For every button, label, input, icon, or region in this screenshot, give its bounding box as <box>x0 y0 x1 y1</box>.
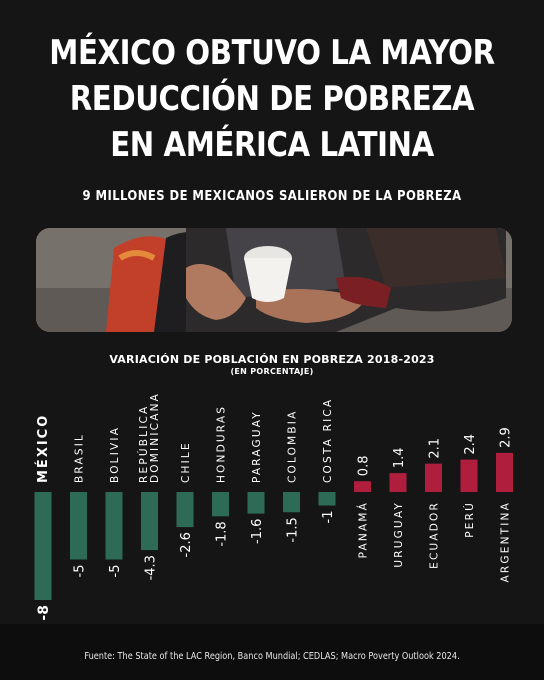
bar-colombia <box>283 492 300 513</box>
category-label: REPÚBLICADOMINICANA <box>137 392 161 483</box>
category-label-line: REPÚBLICA <box>137 405 150 483</box>
category-label: PARAGUAY <box>251 410 263 483</box>
category-label: ECUADOR <box>429 501 441 569</box>
category-label-line: ARGENTINA <box>500 501 512 582</box>
category-label-line: CHILE <box>180 441 192 483</box>
category-label-line: COSTA RICA <box>322 398 334 483</box>
value-label: -4.3 <box>144 555 159 580</box>
value-label: 2.1 <box>428 438 443 459</box>
value-label: -5 <box>108 565 123 578</box>
source-note: Fuente: The State of the LAC Region, Ban… <box>84 651 460 662</box>
bar-uruguay <box>389 473 407 492</box>
value-label: 1.4 <box>392 447 407 468</box>
category-label-line: BRASIL <box>74 433 86 483</box>
value-label: -1.5 <box>286 517 301 542</box>
category-label-line: PERÚ <box>463 501 476 538</box>
category-label-line: ECUADOR <box>429 501 441 569</box>
category-label: COSTA RICA <box>322 398 334 483</box>
hero-photo <box>36 228 512 332</box>
headline-line-1: MÉXICO OBTUVO LA MAYOR <box>49 33 495 73</box>
category-label: PERÚ <box>463 501 476 538</box>
category-label-line: DOMINICANA <box>149 392 161 483</box>
bar-costa-rica <box>318 492 336 506</box>
bar-chart: -8 MÉXICO -5 BRASIL -5 BOLIVIA -4.3 REPÚBLICADO… <box>34 392 514 621</box>
chart-subtitle: (EN PORCENTAJE) <box>230 367 314 376</box>
headline-line-3: EN AMÉRICA LATINA <box>110 125 434 165</box>
category-label: PANAMÁ <box>357 501 370 558</box>
bar-ecuador <box>425 463 442 492</box>
bar-brasil <box>70 492 87 560</box>
bar-honduras <box>212 492 229 517</box>
value-label: 2.4 <box>463 434 478 455</box>
bar-chile <box>176 492 194 528</box>
category-label-line: URUGUAY <box>393 501 405 568</box>
category-label: ARGENTINA <box>500 501 512 582</box>
category-label: MÉXICO <box>35 414 51 483</box>
category-label-line: MÉXICO <box>35 414 51 483</box>
value-label: -1 <box>321 511 336 524</box>
value-label: -2.6 <box>179 532 194 557</box>
chart-title: VARIACIÓN DE POBLACIÓN EN POBREZA 2018-2… <box>109 353 435 366</box>
value-label: 2.9 <box>499 427 514 448</box>
subtitle: 9 MILLONES DE MEXICANOS SALIERON DE LA P… <box>82 188 462 204</box>
value-label: -5 <box>73 565 88 578</box>
value-label: -8 <box>36 605 52 621</box>
value-label: -1.6 <box>250 519 265 544</box>
bar-rep-blica-dominicana <box>141 492 158 551</box>
category-label: BRASIL <box>74 433 86 483</box>
bar-per- <box>460 459 478 492</box>
value-label: 0.8 <box>357 456 372 477</box>
category-label-line: BOLIVIA <box>109 426 121 483</box>
category-label: HONDURAS <box>216 405 228 483</box>
category-label-line: PANAMÁ <box>357 501 370 558</box>
headline: MÉXICO OBTUVO LA MAYOR REDUCCIÓN DE POBR… <box>38 30 506 168</box>
category-label-line: PARAGUAY <box>251 410 263 483</box>
category-label: COLOMBIA <box>287 410 299 483</box>
category-label-line: COLOMBIA <box>287 410 299 483</box>
footer-bar <box>0 624 544 680</box>
category-label: CHILE <box>180 441 192 483</box>
hero-photo-illustration <box>36 228 512 332</box>
bar-m-xico <box>34 492 52 600</box>
category-label: URUGUAY <box>393 501 405 568</box>
category-label-line: HONDURAS <box>216 405 228 483</box>
headline-line-2: REDUCCIÓN DE POBREZA <box>69 79 475 119</box>
value-label: -1.8 <box>215 521 230 546</box>
bar-bolivia <box>105 492 123 560</box>
category-label: BOLIVIA <box>109 426 121 483</box>
bar-paraguay <box>247 492 265 514</box>
bar-panam- <box>354 481 371 492</box>
bar-argentina <box>496 452 513 492</box>
